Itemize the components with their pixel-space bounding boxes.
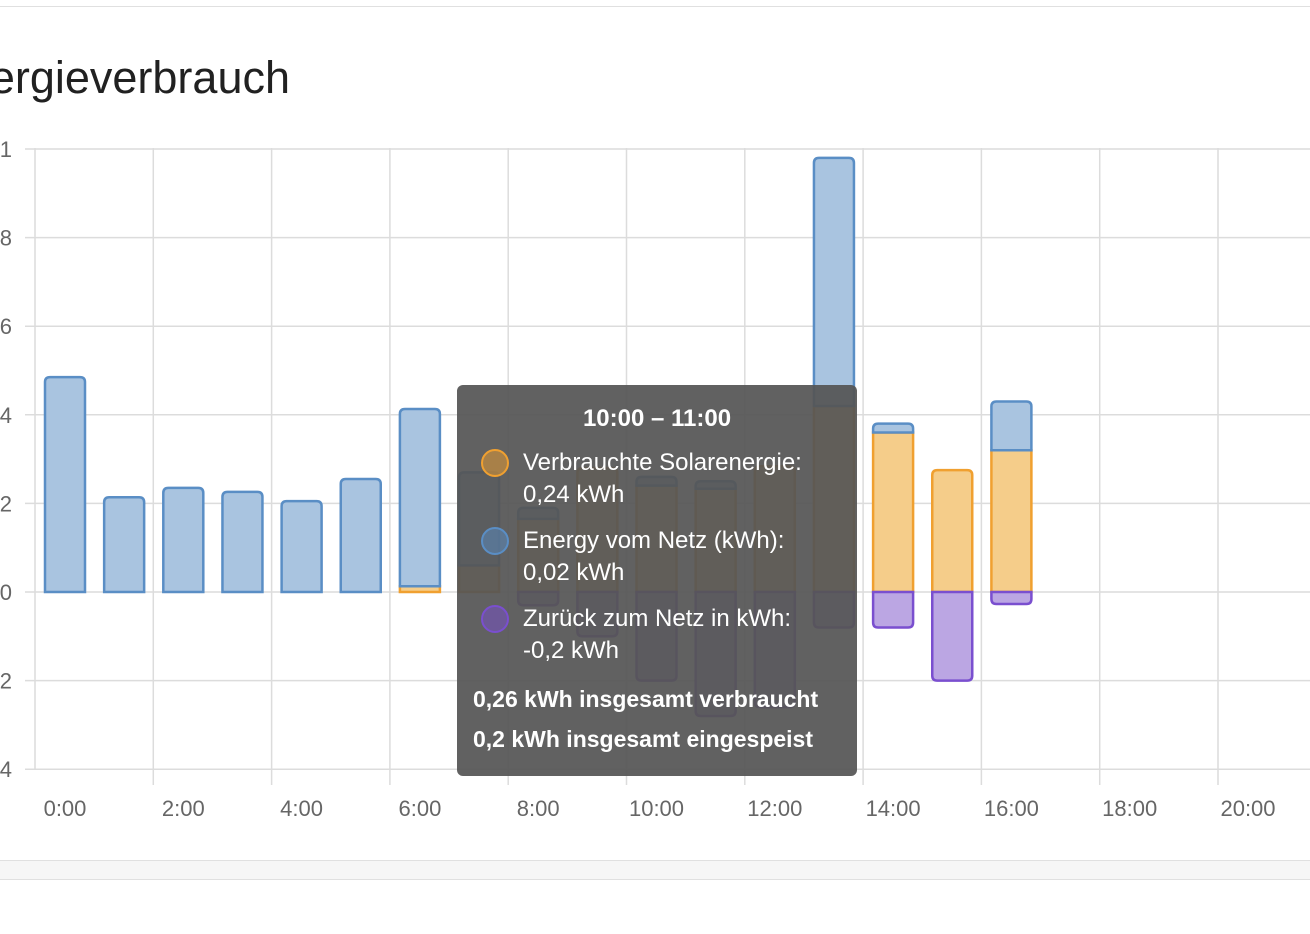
y-tick-label: 0 <box>0 580 12 605</box>
grid-bar <box>339 477 382 594</box>
grid-bar <box>812 156 856 408</box>
tooltip-item-solar: Verbrauchte Solarenergie: 0,24 kWh <box>481 447 857 511</box>
tooltip-label: Energy vom Netz (kWh): <box>523 527 785 554</box>
grid-bar <box>990 400 1033 452</box>
tooltip-label: Verbrauchte Solarenergie: <box>523 449 802 476</box>
tooltip-item-return: Zurück zum Netz in kWh: -0,2 kWh <box>481 603 857 667</box>
tooltip-label: Zurück zum Netz in kWh: <box>523 605 792 632</box>
x-tick-label: 12:00 <box>747 796 802 821</box>
chart-labels: 1 0,8 0,6 0,4 0,2 0 -0,2 -0,4 0:00 2:00 4:00 6:00 8:… <box>0 137 1276 821</box>
tooltip-value: 0,24 kWh <box>523 481 625 508</box>
x-tick-label: 0:00 <box>44 796 87 821</box>
grid-bar <box>398 407 442 588</box>
grid-bar <box>162 486 205 594</box>
x-tick-label: 8:00 <box>517 796 560 821</box>
return-legend-dot-icon <box>481 605 509 633</box>
y-tick-label: 0,4 <box>0 403 12 428</box>
card-top-border <box>0 6 1310 7</box>
tooltip-total-returned: 0,2 kWh insgesamt eingespeist <box>473 726 814 752</box>
solar-legend-dot-icon <box>481 449 509 477</box>
card-separator <box>0 860 1310 880</box>
solar-bar <box>931 468 974 594</box>
x-tick-label: 2:00 <box>162 796 205 821</box>
x-tick-label: 18:00 <box>1102 796 1157 821</box>
y-tick-label: -0,2 <box>0 669 12 694</box>
return-bar <box>990 590 1033 606</box>
grid-legend-dot-icon <box>481 527 509 555</box>
tooltip-total-consumed: 0,26 kWh insgesamt verbraucht <box>473 686 819 712</box>
grid-bar <box>43 375 87 594</box>
y-tick-label: 0,6 <box>0 314 12 339</box>
x-tick-label: 20:00 <box>1220 796 1275 821</box>
tooltip-title: 10:00 – 11:00 <box>582 405 732 432</box>
return-bar <box>931 590 974 682</box>
grid-bar <box>871 422 915 434</box>
y-tick-label: -0,4 <box>0 757 12 782</box>
x-tick-label: 4:00 <box>280 796 323 821</box>
solar-bar <box>990 448 1033 594</box>
y-tick-label: 1 <box>0 137 12 162</box>
y-tick-label: 0,8 <box>0 226 12 251</box>
card-title: Energieverbrauch <box>0 52 290 103</box>
x-tick-label: 16:00 <box>984 796 1039 821</box>
grid-bar <box>280 499 323 594</box>
tooltip-item-grid: Energy vom Netz (kWh): 0,02 kWh <box>481 525 857 589</box>
x-tick-label: 10:00 <box>629 796 684 821</box>
y-tick-label: 0,2 <box>0 491 12 516</box>
grid-bar <box>102 495 146 594</box>
chart-grid <box>25 148 1310 785</box>
grid-bar <box>221 490 264 594</box>
x-tick-label: 14:00 <box>866 796 921 821</box>
x-tick-label: 6:00 <box>398 796 441 821</box>
solar-bar <box>871 431 915 594</box>
tooltip-value: 0,02 kWh <box>523 559 625 586</box>
return-bar <box>871 590 915 629</box>
chart-tooltip: 10:00 – 11:00 Verbrauchte Solarenergie: 0… <box>457 385 857 776</box>
tooltip-value: -0,2 kWh <box>523 637 620 664</box>
